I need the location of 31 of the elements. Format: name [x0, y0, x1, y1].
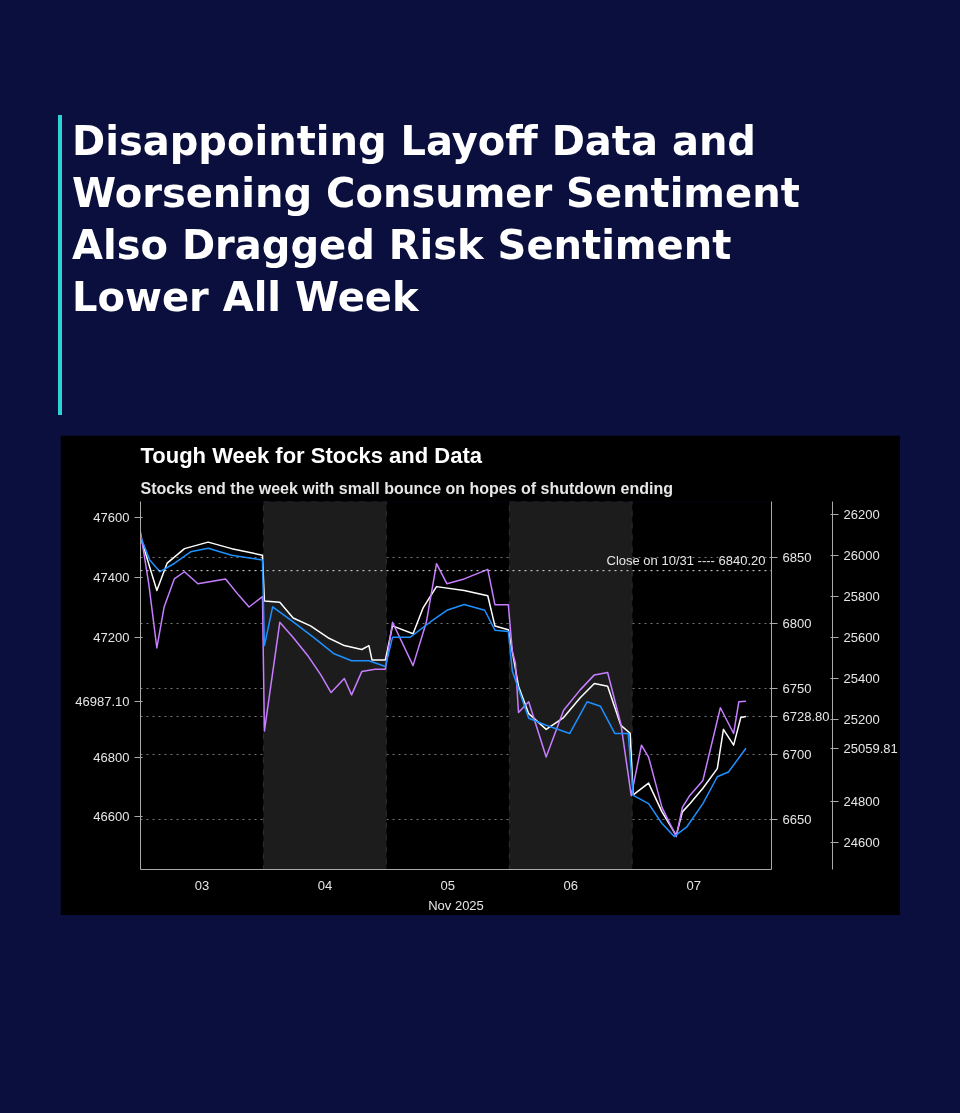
x-tick-label: 06	[563, 877, 578, 893]
y-tick-label: 6750	[782, 681, 812, 697]
x-tick-label: 04	[317, 877, 333, 893]
y3-tick-label: 26200	[843, 506, 880, 522]
y3-tick-label: 25059.81	[843, 740, 898, 756]
y2-tick-label: 47200	[93, 630, 130, 646]
y3-tick-label: 24800	[843, 794, 880, 810]
y3-tick-label: 26000	[843, 547, 880, 563]
x-axis-title: Nov 2025	[428, 897, 484, 913]
y3-tick-label: 24600	[843, 835, 880, 851]
y3-tick-label: 25800	[843, 588, 880, 604]
y-tick-label: 6728.80	[782, 709, 830, 725]
chart-title: Tough Week for Stocks and Data	[140, 442, 483, 468]
text: Disappointing Layoff Data and Worsening Consumer Sentiment Also Dragged Risk Sentiment Lower All Week	[72, 117, 801, 322]
y-tick-label: 6800	[782, 615, 812, 631]
y2-tick-label: 47400	[93, 570, 130, 586]
y-tick-label: 6850	[782, 550, 812, 566]
y3-tick-label: 25200	[843, 711, 880, 727]
y2-tick-label: 46800	[93, 749, 130, 765]
x-tick-label: 07	[686, 877, 701, 893]
x-tick-label: 03	[194, 877, 210, 893]
y2-tick-label: 46600	[93, 809, 130, 825]
chart-subtitle: Stocks end the week with small bounce on hopes of shutdown ending	[140, 479, 673, 497]
y2-tick-label: 47600	[93, 510, 130, 526]
y3-tick-label: 25400	[843, 670, 880, 686]
ref-line-label: Close on 10/31 ---- 6840.20	[606, 552, 766, 568]
y-tick-label: 6700	[782, 746, 812, 762]
x-tick-label: 05	[440, 877, 456, 893]
y3-tick-label: 25600	[843, 629, 880, 645]
y2-tick-label: 46987.10	[75, 693, 130, 709]
y-tick-label: 6650	[782, 812, 812, 828]
